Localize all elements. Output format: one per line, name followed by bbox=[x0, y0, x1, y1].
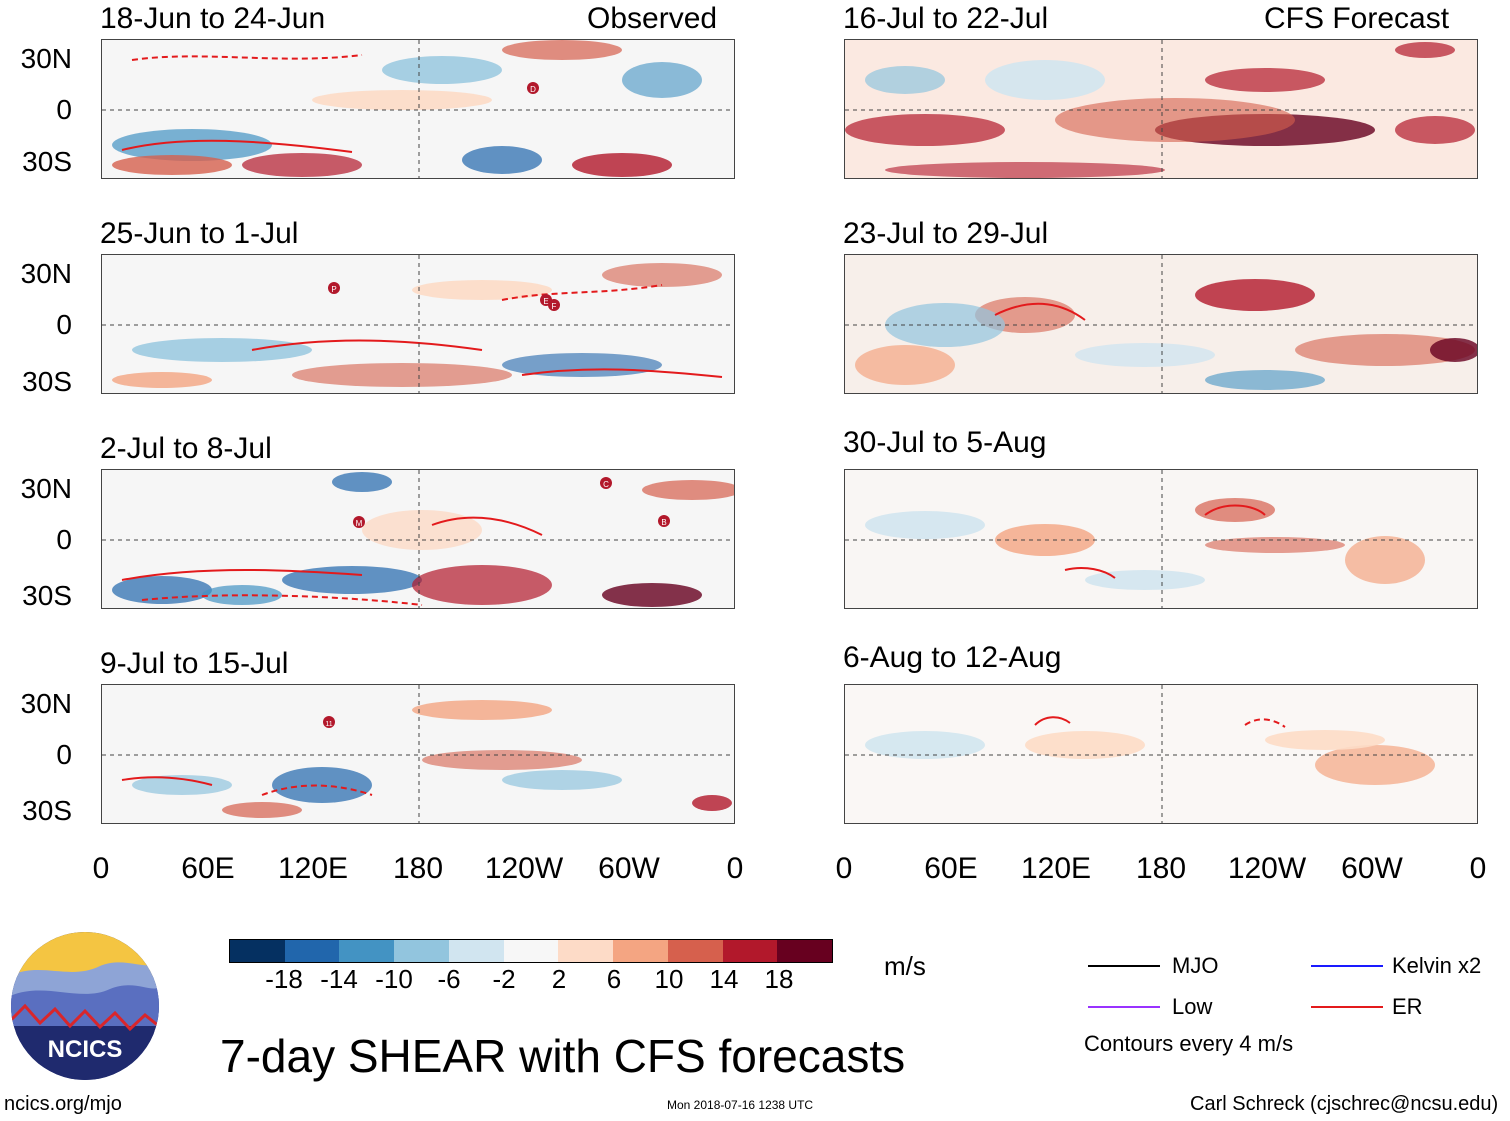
panel-title-left-3: 2-Jul to 8-Jul bbox=[100, 432, 272, 465]
legend-label-er: ER bbox=[1392, 994, 1423, 1019]
legend-line-mjo bbox=[1088, 965, 1160, 967]
map-panel-left-1: D bbox=[101, 39, 735, 179]
lon-label-120e: 120E bbox=[1020, 852, 1092, 885]
storm-marker-left-3-b bbox=[658, 515, 670, 527]
lon-label-0: 0 bbox=[726, 852, 744, 885]
lat-label-30s: 30S bbox=[22, 580, 72, 611]
lat-label-30n: 30N bbox=[20, 688, 72, 719]
lat-label-0: 0 bbox=[56, 524, 72, 555]
lon-label-60e: 60E bbox=[924, 852, 978, 885]
panel-title-right-3: 30-Jul to 5-Aug bbox=[843, 426, 1047, 459]
colorbar-cell bbox=[503, 940, 559, 962]
lat-label-0: 0 bbox=[56, 309, 72, 340]
lat-label-30s: 30S bbox=[22, 366, 72, 397]
map-panel-right-2 bbox=[844, 254, 1478, 394]
colorbar-cell bbox=[667, 940, 723, 962]
storm-marker-left-3-m bbox=[353, 516, 365, 528]
storm-label-left-2-f: F bbox=[552, 302, 557, 311]
map-panel-left-2: P E F bbox=[101, 254, 735, 394]
colorbar-label: -6 bbox=[437, 964, 461, 994]
footer-url: ncics.org/mjo bbox=[4, 1093, 122, 1115]
contour-note: Contours every 4 m/s bbox=[1084, 1031, 1294, 1056]
panel-title-right-1: 16-Jul to 22-Jul bbox=[843, 2, 1049, 35]
map-panel-right-3 bbox=[844, 469, 1478, 609]
lon-label-60w: 60W bbox=[1341, 852, 1403, 885]
lon-label-120e: 120E bbox=[277, 852, 349, 885]
storm-label-left-3-b: B bbox=[661, 518, 666, 527]
map-panel-left-4: 11 bbox=[101, 684, 735, 824]
lon-label-0: 0 bbox=[92, 852, 110, 885]
colorbar-cell bbox=[558, 940, 614, 962]
storm-label-left-2-p: P bbox=[331, 285, 336, 294]
map-panel-right-4 bbox=[844, 684, 1478, 824]
colorbar-label: -18 bbox=[265, 964, 303, 994]
lon-label-60e: 60E bbox=[181, 852, 235, 885]
map-panel-left-3: C M B bbox=[101, 469, 735, 609]
lon-label-0: 0 bbox=[835, 852, 853, 885]
legend-label-low: Low bbox=[1172, 994, 1213, 1019]
colorbar-cell bbox=[394, 940, 449, 962]
legend-line-kelvin bbox=[1311, 965, 1383, 967]
lon-label-120w: 120W bbox=[484, 852, 564, 885]
footer-timestamp: Mon 2018-07-16 1238 UTC bbox=[667, 1098, 814, 1112]
colorbar-label: 10 bbox=[654, 964, 684, 994]
legend-line-er bbox=[1311, 1006, 1383, 1008]
colorbar-cell bbox=[777, 940, 833, 962]
logo-text: NCICS bbox=[48, 1036, 123, 1063]
storm-label-left-3-c: C bbox=[603, 480, 609, 489]
legend-label-mjo: MJO bbox=[1172, 953, 1219, 978]
colorbar-label: -14 bbox=[320, 964, 358, 994]
colorbar-cell bbox=[284, 940, 340, 962]
storm-marker-left-1-d bbox=[527, 82, 539, 94]
panel-title-left-1: 18-Jun to 24-Jun bbox=[100, 2, 326, 35]
colorbar-cell bbox=[230, 940, 285, 962]
storm-marker-left-2-f bbox=[548, 299, 560, 311]
forecast-heading: CFS Forecast bbox=[1264, 2, 1450, 35]
colorbar-label: 6 bbox=[606, 964, 622, 994]
colorbar-label: 18 bbox=[764, 964, 794, 994]
storm-marker-left-4-11 bbox=[323, 716, 335, 728]
storm-label-left-1-d: D bbox=[530, 85, 536, 94]
legend-label-kelvin: Kelvin x2 bbox=[1392, 953, 1482, 978]
storm-marker-left-2-p bbox=[328, 282, 340, 294]
colorbar-label: 14 bbox=[709, 964, 739, 994]
colorbar-cell bbox=[448, 940, 504, 962]
footer-author: Carl Schreck (cjschrec@ncsu.edu) bbox=[1190, 1093, 1499, 1115]
panel-title-left-2: 25-Jun to 1-Jul bbox=[100, 217, 299, 250]
colorbar bbox=[229, 939, 833, 963]
legend-line-low bbox=[1088, 1006, 1160, 1008]
ncics-logo: NCICS bbox=[10, 931, 160, 1081]
storm-label-left-2-e: E bbox=[543, 297, 548, 306]
colorbar-label: -10 bbox=[375, 964, 413, 994]
lat-label-0: 0 bbox=[56, 94, 72, 125]
map-panel-right-1 bbox=[844, 39, 1478, 179]
panel-title-left-4: 9-Jul to 15-Jul bbox=[100, 647, 289, 680]
main-title: 7-day SHEAR with CFS forecasts bbox=[220, 1030, 906, 1082]
lon-label-180: 180 bbox=[1135, 852, 1187, 885]
colorbar-cell bbox=[722, 940, 778, 962]
lon-label-180: 180 bbox=[392, 852, 444, 885]
colorbar-unit: m/s bbox=[884, 951, 926, 981]
lon-label-0: 0 bbox=[1469, 852, 1487, 885]
lat-label-30n: 30N bbox=[20, 258, 72, 289]
lon-label-120w: 120W bbox=[1227, 852, 1307, 885]
storm-marker-left-3-c bbox=[600, 477, 612, 489]
lat-label-30s: 30S bbox=[22, 795, 72, 826]
lat-label-30n: 30N bbox=[20, 473, 72, 504]
colorbar-cell bbox=[613, 940, 668, 962]
storm-label-left-3-m: M bbox=[356, 519, 363, 528]
panel-title-right-2: 23-Jul to 29-Jul bbox=[843, 217, 1049, 250]
panel-title-right-4: 6-Aug to 12-Aug bbox=[843, 641, 1062, 674]
lat-label-30s: 30S bbox=[22, 146, 72, 177]
lat-label-30n: 30N bbox=[20, 43, 72, 74]
observed-heading: Observed bbox=[587, 2, 718, 35]
lon-label-60w: 60W bbox=[598, 852, 660, 885]
lat-label-0: 0 bbox=[56, 739, 72, 770]
colorbar-label: 2 bbox=[551, 964, 567, 994]
colorbar-cell bbox=[339, 940, 395, 962]
storm-label-left-4-11: 11 bbox=[325, 721, 332, 728]
colorbar-label: -2 bbox=[492, 964, 516, 994]
